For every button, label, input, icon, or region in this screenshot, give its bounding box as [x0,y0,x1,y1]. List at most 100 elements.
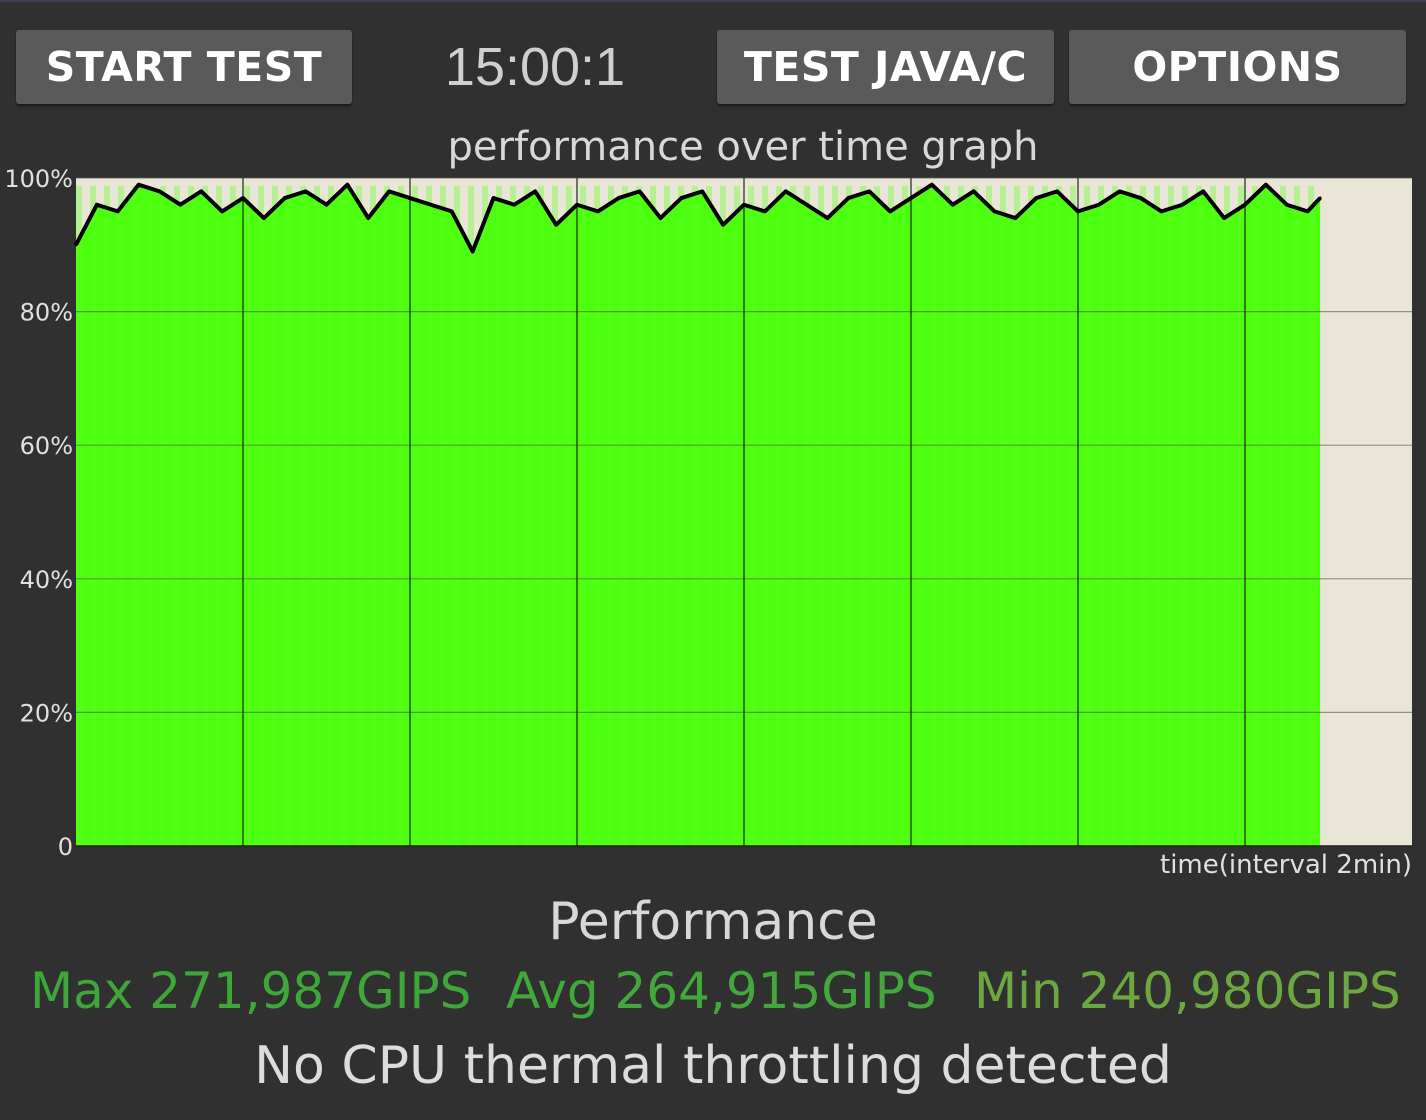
fill-stripe [1028,186,1034,846]
fill-stripe [76,186,82,846]
start-test-button[interactable]: START TEST [16,30,352,104]
data-point [262,216,266,220]
data-point [1160,209,1163,213]
fill-stripe [1182,186,1188,846]
fill-stripe [1224,186,1230,846]
data-point [74,243,78,247]
data-point [826,216,829,220]
fill-stripe [930,186,936,846]
fill-stripe [748,186,754,846]
fill-stripe [258,186,264,846]
status-bar-edge [0,0,1426,2]
data-point [1013,216,1017,220]
fill-stripe [622,186,628,846]
fill-stripe [552,186,558,846]
fill-stripe [846,186,852,846]
y-tick-label: 20% [20,699,73,727]
data-point [846,196,850,200]
fill-stripe [104,186,110,846]
data-point [1318,196,1322,200]
timer-display: 15:00:1 [444,37,626,97]
fill-stripe [398,186,404,846]
data-point [930,183,934,187]
fill-stripe [454,186,460,846]
data-point [387,189,391,193]
data-point [220,209,224,213]
fill-stripe [300,186,306,846]
fill-stripe [132,186,138,846]
fill-stripe [1126,186,1132,846]
data-point [993,209,996,213]
fill-stripe [482,186,488,846]
fill-stripe [1196,186,1202,846]
fill-stripe [272,186,278,846]
test-java-c-button[interactable]: TEST JAVA/C [717,30,1054,104]
y-tick-label: 100% [4,165,73,193]
data-point [1034,196,1038,200]
data-point [951,203,955,207]
fill-stripe [804,186,810,846]
fill-stripe [888,186,894,846]
data-point [1118,189,1122,193]
data-point [429,203,433,207]
fill-stripe [1084,186,1090,846]
y-tick-label: 40% [20,566,73,594]
fill-stripe [916,186,922,846]
fill-stripe [412,186,418,846]
fill-stripe [188,186,194,846]
data-point [888,209,892,213]
fill-stripe [286,186,292,846]
data-point [805,203,809,207]
data-point [638,189,642,193]
data-point [471,249,475,253]
y-tick-label: 0 [58,833,73,860]
fill-stripe [1098,186,1104,846]
fill-stripe [860,186,866,846]
data-point [700,189,704,193]
data-point [679,196,683,200]
data-point [617,196,621,200]
fill-stripe [90,186,96,846]
data-point [158,189,161,193]
fill-stripe [524,186,530,846]
fill-stripe [958,186,964,846]
data-point [972,189,976,193]
fill-stripe [650,186,656,846]
x-axis-label: time(interval 2min) [1160,850,1412,880]
fill-stripe [216,186,222,846]
fill-stripe [594,186,600,846]
data-point [1264,183,1268,187]
fill-stripe [1168,186,1174,846]
data-point [345,183,349,187]
fill-stripe [818,186,824,846]
data-point [325,203,328,207]
max-stat: Max 271,987GIPS [30,962,472,1020]
fill-stripe [636,186,642,846]
fill-stripe [1238,186,1244,846]
data-point [742,203,746,207]
data-point [1222,216,1226,220]
fill-stripe [580,186,586,846]
data-point [1139,196,1143,200]
fill-stripe [776,186,782,846]
fill-stripe [944,186,950,846]
fill-stripe [874,186,880,846]
data-point [659,216,662,220]
fill-stripe [1294,186,1300,846]
fill-stripe [706,186,712,846]
data-point [283,196,287,200]
data-point [1285,203,1289,207]
fill-stripe [174,186,180,846]
data-point [1097,203,1101,207]
fill-stripe [1210,186,1216,846]
data-point [95,203,99,207]
performance-heading: Performance [548,892,878,952]
fill-stripe [720,186,726,846]
data-point [241,196,245,200]
options-button[interactable]: OPTIONS [1069,30,1406,104]
fill-stripe [468,186,474,846]
chart-title: performance over time graph [447,124,1039,170]
data-point [1055,189,1059,193]
fill-stripe [608,186,614,846]
fill-stripe [328,186,334,846]
